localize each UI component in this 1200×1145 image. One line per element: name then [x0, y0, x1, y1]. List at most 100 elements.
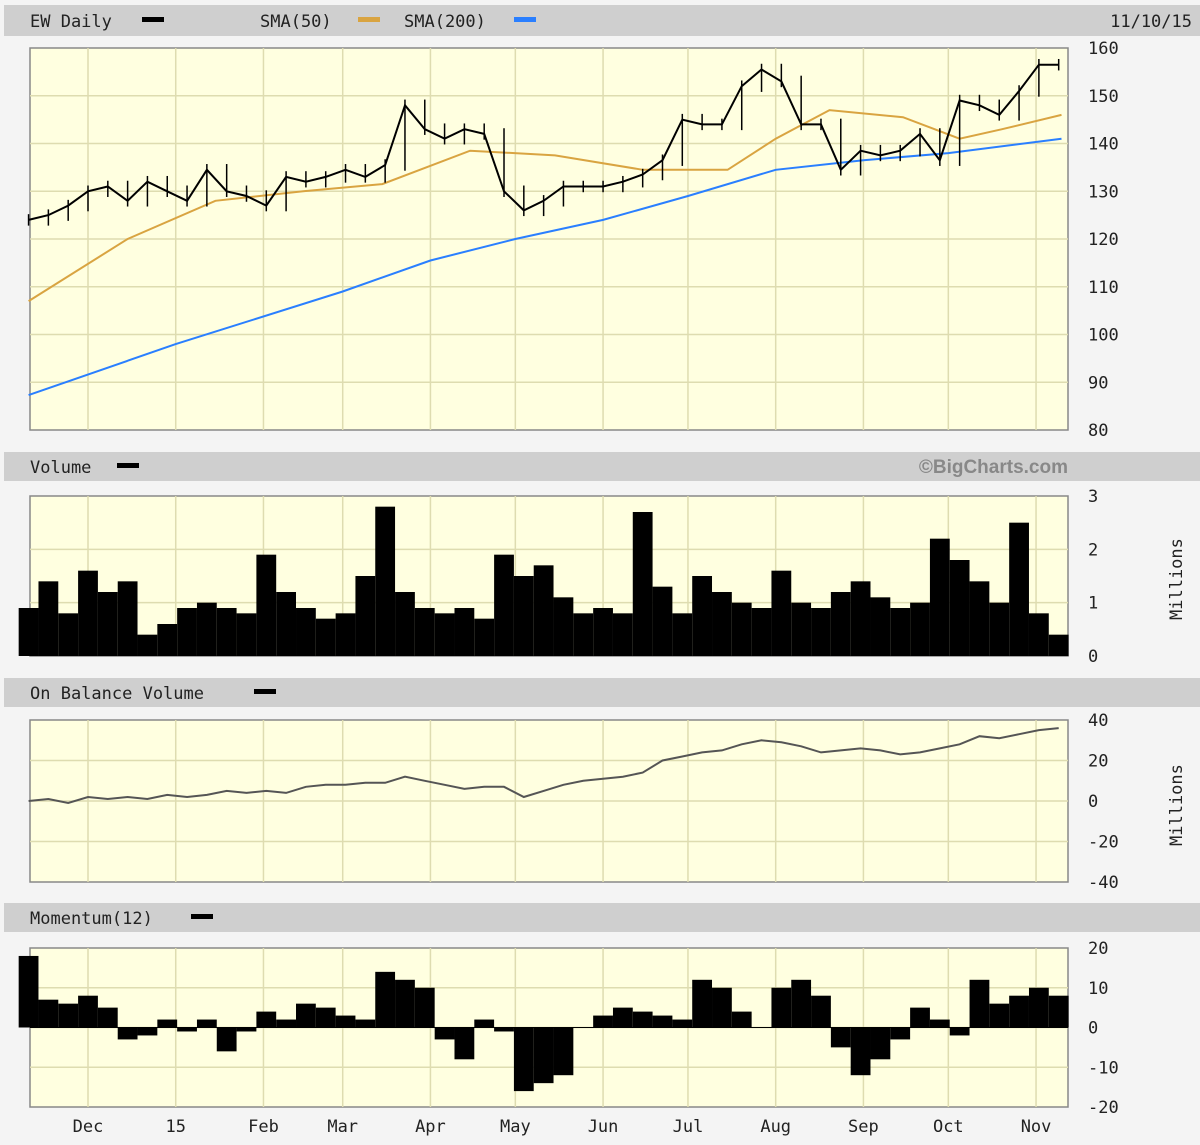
volume-bar — [751, 608, 772, 656]
volume-bar — [612, 613, 633, 656]
momentum-bar — [315, 1007, 336, 1028]
momentum-bar — [612, 1007, 633, 1028]
momentum-bar — [513, 1027, 534, 1092]
momentum-bar — [593, 1015, 613, 1028]
volume-ylabel: Millions — [1167, 538, 1187, 620]
price-header-bar — [4, 5, 1200, 36]
chart-date: 11/10/15 — [1110, 12, 1192, 32]
momentum-bar — [355, 1019, 376, 1028]
volume-bar — [593, 608, 613, 656]
momentum-bar — [157, 1019, 178, 1028]
volume-bar — [791, 602, 812, 656]
volume-bar — [1028, 613, 1049, 656]
momentum-bar — [414, 987, 435, 1028]
volume-legend-swatch — [117, 463, 139, 468]
volume-bar — [414, 608, 435, 656]
volume-bar — [969, 581, 990, 656]
sma200-legend-swatch — [514, 17, 536, 22]
y-tick-label: 40 — [1088, 711, 1108, 731]
x-tick-label: Sep — [848, 1117, 879, 1137]
momentum-bar — [494, 1027, 514, 1032]
volume-bar — [196, 602, 217, 656]
y-tick-label: 0 — [1088, 1019, 1098, 1039]
volume-bar — [395, 592, 415, 656]
y-tick-label: 150 — [1088, 87, 1119, 107]
momentum-bar — [811, 995, 831, 1028]
x-tick-label: Jul — [673, 1117, 704, 1137]
sma50-legend-swatch — [358, 17, 380, 22]
momentum-bar — [632, 1011, 653, 1028]
volume-bar — [494, 554, 514, 656]
y-tick-label: -20 — [1088, 1098, 1119, 1118]
volume-bar — [1048, 634, 1069, 656]
obv-line — [28, 727, 1059, 805]
volume-bar — [454, 608, 475, 656]
y-tick-label: 130 — [1088, 182, 1119, 202]
volume-bar — [771, 570, 792, 656]
volume-bar — [949, 560, 970, 656]
volume-bar — [850, 581, 871, 656]
x-tick-label: 15 — [165, 1117, 185, 1137]
volume-bar — [712, 592, 732, 656]
volume-bar — [731, 602, 752, 656]
y-tick-label: 90 — [1088, 373, 1108, 393]
volume-title: Volume — [30, 458, 91, 478]
volume-bar — [989, 602, 1010, 656]
momentum-bar — [474, 1019, 495, 1028]
momentum-bar — [652, 1015, 673, 1028]
volume-bar — [276, 592, 296, 656]
momentum-bar — [692, 979, 713, 1028]
x-tick-label: Feb — [248, 1117, 279, 1137]
momentum-bar — [236, 1027, 257, 1032]
volume-bar — [137, 634, 158, 656]
momentum-bar — [97, 1007, 118, 1028]
obv-title: On Balance Volume — [30, 684, 204, 704]
volume-bar — [216, 608, 237, 656]
momentum-bar — [18, 955, 39, 1028]
volume-bar — [296, 608, 316, 656]
volume-bar — [38, 581, 59, 656]
y-tick-label: -20 — [1088, 833, 1119, 853]
price-line — [28, 63, 1059, 221]
volume-bar — [355, 576, 376, 656]
momentum-legend-swatch — [191, 914, 213, 919]
momentum-bar — [989, 1003, 1010, 1028]
sma200-legend-label: SMA(200) — [404, 12, 486, 32]
momentum-bar — [177, 1027, 197, 1032]
x-tick-label: Apr — [415, 1117, 446, 1137]
volume-bar — [58, 613, 79, 656]
y-tick-label: 0 — [1088, 792, 1098, 812]
volume-bar — [811, 608, 831, 656]
momentum-bar — [1009, 995, 1029, 1028]
momentum-bar — [137, 1027, 158, 1036]
momentum-bar — [454, 1027, 475, 1060]
volume-bar — [692, 576, 713, 656]
momentum-bar — [256, 1011, 277, 1028]
sma200-line — [28, 137, 1062, 397]
momentum-bar — [771, 987, 792, 1028]
momentum-bar — [712, 987, 732, 1028]
y-tick-label: 3 — [1088, 487, 1098, 507]
momentum-bar — [969, 979, 990, 1028]
momentum-bar — [1028, 987, 1049, 1028]
y-tick-label: 80 — [1088, 421, 1108, 441]
momentum-bar — [929, 1019, 950, 1028]
volume-bar — [910, 602, 930, 656]
volume-bar — [256, 554, 277, 656]
y-tick-label: 20 — [1088, 752, 1108, 772]
volume-bar — [513, 576, 534, 656]
momentum-bar — [672, 1019, 693, 1028]
momentum-bar — [296, 1003, 316, 1028]
volume-bar — [1009, 522, 1029, 656]
momentum-bar — [890, 1027, 911, 1040]
volume-bar — [890, 608, 911, 656]
volume-bar — [929, 538, 950, 656]
y-tick-label: 0 — [1088, 647, 1098, 667]
momentum-bar — [1048, 995, 1069, 1028]
y-tick-label: -10 — [1088, 1058, 1119, 1078]
momentum-bar — [850, 1027, 871, 1076]
y-tick-label: 2 — [1088, 540, 1098, 560]
chart-title: EW Daily — [30, 12, 112, 32]
momentum-bar — [791, 979, 812, 1028]
